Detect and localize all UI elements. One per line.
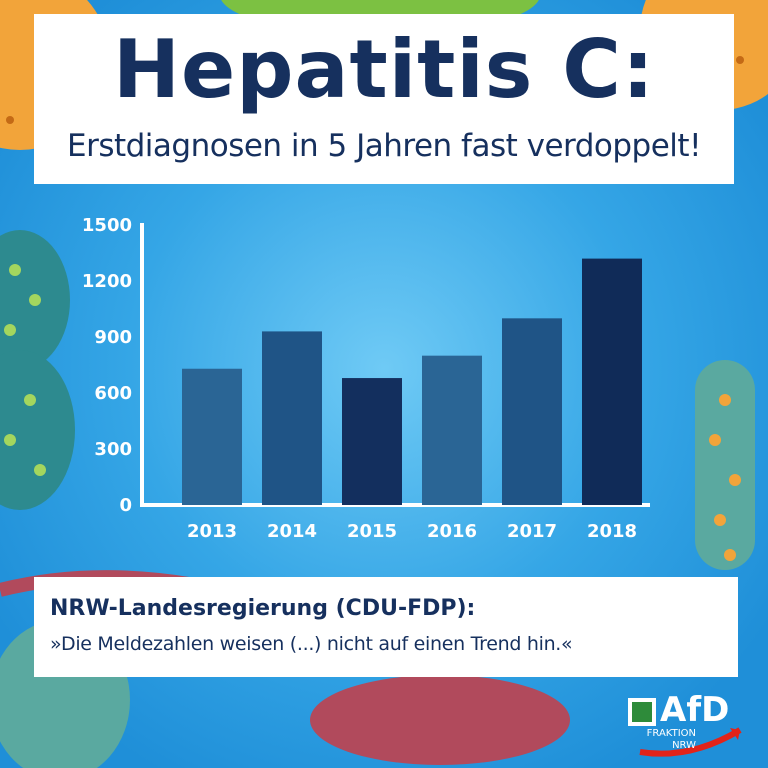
x-tick-label: 2014 <box>267 521 317 542</box>
afd-logo: AfD FRAKTION NRW <box>620 690 758 760</box>
logo-line-2: NRW <box>672 740 696 751</box>
bar-2013 <box>182 368 242 505</box>
bar-2014 <box>262 331 322 505</box>
x-tick-label: 2016 <box>427 521 477 542</box>
y-tick-label: 0 <box>119 495 132 516</box>
logo-line-1: FRAKTION <box>646 728 696 739</box>
bar-2015 <box>342 378 402 505</box>
x-tick-label: 2013 <box>187 521 237 542</box>
quote-box: NRW-Landesregierung (CDU-FDP): »Die Meld… <box>34 577 738 677</box>
quote-heading: NRW-Landesregierung (CDU-FDP): <box>50 596 476 621</box>
bar-2016 <box>422 355 482 505</box>
logo-subtitle: FRAKTION NRW <box>642 728 696 752</box>
teal-cell-left <box>0 230 75 510</box>
y-tick-label: 1500 <box>82 215 132 236</box>
y-tick-label: 300 <box>94 439 132 460</box>
quote-text: »Die Meldezahlen weisen (...) nicht auf … <box>50 633 573 655</box>
y-tick-label: 900 <box>94 327 132 348</box>
x-tick-label: 2015 <box>347 521 397 542</box>
title-box: Hepatitis C: Erstdiagnosen in 5 Jahren f… <box>34 14 734 184</box>
y-tick-label: 600 <box>94 383 132 404</box>
logo-mark <box>628 698 742 757</box>
bar-2018 <box>582 258 642 505</box>
page-title: Hepatitis C: <box>113 23 655 116</box>
x-tick-label: 2017 <box>507 521 557 542</box>
x-tick-label: 2018 <box>587 521 637 542</box>
y-tick-label: 1200 <box>82 271 132 292</box>
cell-right <box>695 360 755 570</box>
logo-name: AfD <box>660 690 730 730</box>
bar-chart: 0 300 600 900 1200 1500 2013 2014 2015 2016 2017 20… <box>82 215 650 542</box>
bar-2017 <box>502 318 562 505</box>
page-subtitle: Erstdiagnosen in 5 Jahren fast verdoppel… <box>66 128 702 164</box>
